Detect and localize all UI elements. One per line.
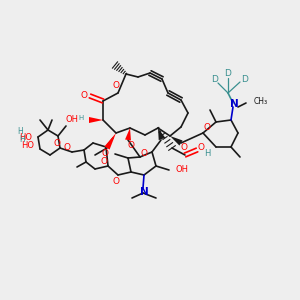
Text: O: O	[140, 148, 148, 158]
Polygon shape	[170, 136, 183, 146]
Text: H: H	[17, 128, 23, 136]
Text: O: O	[181, 143, 188, 152]
Text: D: D	[212, 76, 218, 85]
Text: O: O	[112, 176, 119, 185]
Text: OH: OH	[66, 116, 79, 124]
Text: D: D	[242, 74, 248, 83]
Text: HO: HO	[20, 134, 32, 142]
Text: HO: HO	[22, 140, 34, 149]
Text: H: H	[204, 149, 210, 158]
Text: N: N	[230, 99, 238, 109]
Text: CH₃: CH₃	[254, 97, 268, 106]
Polygon shape	[104, 133, 116, 149]
Text: N: N	[140, 187, 148, 197]
Text: OH: OH	[176, 166, 189, 175]
Text: O: O	[80, 92, 88, 100]
Text: O: O	[112, 80, 119, 89]
Text: O: O	[53, 139, 61, 148]
Text: H: H	[19, 134, 25, 143]
Text: O: O	[64, 142, 70, 152]
Polygon shape	[89, 117, 103, 123]
Text: D: D	[225, 68, 231, 77]
Text: O: O	[128, 140, 134, 149]
Text: O: O	[203, 124, 211, 133]
Text: O: O	[197, 143, 205, 152]
Text: O: O	[101, 149, 109, 158]
Text: O: O	[100, 157, 107, 166]
Polygon shape	[158, 128, 165, 140]
Polygon shape	[125, 128, 131, 140]
Text: H: H	[78, 115, 84, 121]
